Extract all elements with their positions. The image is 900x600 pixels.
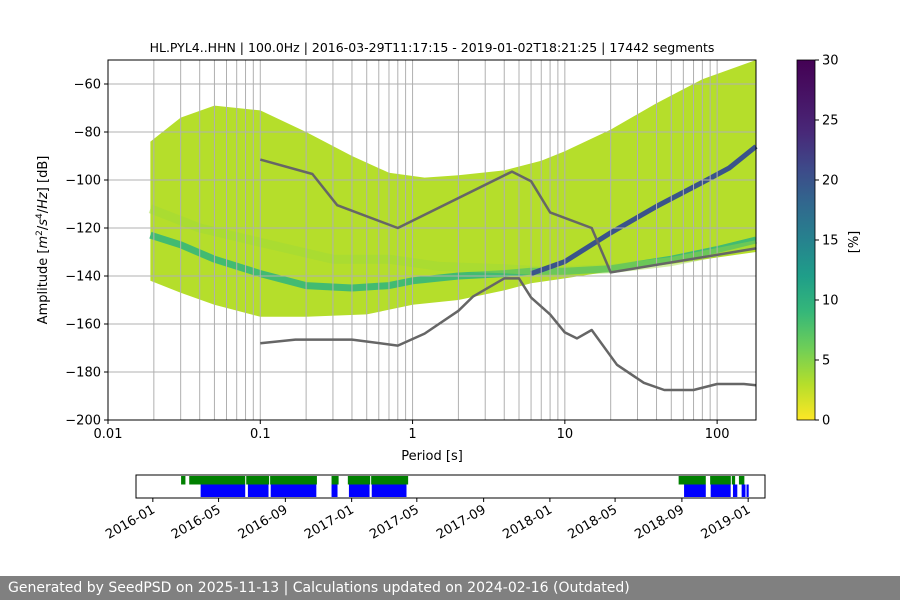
colorbar-tick-label: 30 <box>822 54 839 69</box>
timeline-tick-label: 2016-05 <box>169 502 224 542</box>
availability-segment-blue <box>331 484 338 497</box>
availability-segment-green <box>710 476 736 485</box>
y-label-part: Hz <box>36 191 51 209</box>
y-label-part: m <box>36 236 51 249</box>
y-axis-label: Amplitude [m2/s4/Hz] [dB] <box>35 156 51 325</box>
timeline-tick-label: 2019-01 <box>699 502 754 542</box>
timeline-tick-label: 2018-01 <box>500 502 555 542</box>
colorbar-label: [%] <box>847 231 862 254</box>
y-label-part: ] [dB] <box>36 156 51 193</box>
y-label-part: Amplitude [ <box>36 249 51 325</box>
availability-timeline: 2016-01 2016-05 2016-09 2017-01 2017-05 2017-… <box>103 474 766 543</box>
y-tick-label: −60 <box>74 78 101 93</box>
psd-mode-ridge <box>149 231 757 292</box>
colorbar-gradient <box>796 59 816 421</box>
noise-model-upper-line <box>259 158 757 274</box>
availability-segment-blue <box>348 484 370 497</box>
availability-segment-blue <box>741 484 749 497</box>
availability-bars <box>181 476 749 497</box>
footer-bar: Generated by SeedPSD on 2025-11-13 | Cal… <box>0 576 900 600</box>
timeline-tick-label: 2018-05 <box>566 502 621 542</box>
y-tick-label: −80 <box>74 126 101 141</box>
availability-segment-blue <box>732 484 738 497</box>
x-tick-label: 1 <box>408 427 416 442</box>
x-tick-label: 0.01 <box>94 427 123 442</box>
availability-segment-blue <box>371 484 407 497</box>
grid-lines <box>108 60 756 420</box>
availability-segment-green <box>678 476 706 485</box>
y-label-part: / <box>36 208 51 213</box>
colorbar-tick-label: 25 <box>822 114 839 129</box>
timeline-tick-label: 2016-01 <box>103 502 158 542</box>
colorbar-ticks: 0 5 10 15 20 25 30 <box>815 54 839 429</box>
y-label-part: / <box>36 225 51 230</box>
y-tick-label: −100 <box>65 174 101 189</box>
x-tick-label: 10 <box>557 427 574 442</box>
timeline-tick-label: 2016-09 <box>236 502 291 542</box>
y-tick-label: −160 <box>65 318 101 333</box>
colorbar-tick-label: 20 <box>822 174 839 189</box>
timeline-tick-label: 2017-01 <box>302 502 357 542</box>
y-label-part: 4 <box>35 213 45 219</box>
y-label-part: 2 <box>35 230 45 236</box>
plot-frame <box>107 59 757 421</box>
y-tick-label: −140 <box>65 270 101 285</box>
availability-segment-blue <box>270 484 317 497</box>
availability-segment-green <box>738 476 745 485</box>
availability-segment-green <box>347 476 409 485</box>
colorbar-tick-label: 10 <box>822 294 839 309</box>
y-tick-label: −200 <box>65 414 101 429</box>
availability-segment-blue <box>684 484 706 497</box>
colorbar-tick-label: 0 <box>822 414 830 429</box>
colorbar-tick-label: 15 <box>822 234 839 249</box>
chart-title: HL.PYL4..HHN | 100.0Hz | 2016-03-29T11:1… <box>150 40 715 55</box>
timeline-tick-label: 2018-09 <box>632 502 687 542</box>
colorbar: 0 5 10 15 20 25 30 [%] <box>796 54 862 429</box>
availability-segment-green <box>331 476 339 485</box>
psd-plot: 0.01 0.1 1 10 100 −60 −80 −100 −120 −140 −160 −180… <box>35 40 758 464</box>
noise-model-lower-line <box>260 277 757 392</box>
x-axis-label: Period [s] <box>401 449 463 464</box>
y-axis-ticks: −60 −80 −100 −120 −140 −160 −180 −200 <box>65 78 108 429</box>
timeline-tick-label: 2017-09 <box>434 502 489 542</box>
availability-segment-green <box>181 476 186 485</box>
x-tick-label: 0.1 <box>250 427 271 442</box>
y-tick-label: −120 <box>65 222 101 237</box>
x-tick-label: 100 <box>705 427 730 442</box>
timeline-ticks: 2016-01 2016-05 2016-09 2017-01 2017-05 2017-… <box>103 498 753 543</box>
psd-upper-ridge <box>148 204 757 276</box>
availability-segment-blue <box>200 484 246 497</box>
timeline-frame <box>135 474 766 499</box>
availability-segment-blue <box>710 484 731 497</box>
colorbar-tick-label: 5 <box>822 354 830 369</box>
noise-model-lines <box>259 158 757 392</box>
y-label-part: s <box>36 219 51 226</box>
availability-segment-blue <box>247 484 269 497</box>
availability-segment-green <box>189 476 318 485</box>
psd-density-area <box>150 60 756 317</box>
timeline-tick-label: 2017-05 <box>367 502 422 542</box>
x-axis-ticks: 0.01 0.1 1 10 100 <box>94 420 730 442</box>
y-tick-label: −180 <box>65 366 101 381</box>
